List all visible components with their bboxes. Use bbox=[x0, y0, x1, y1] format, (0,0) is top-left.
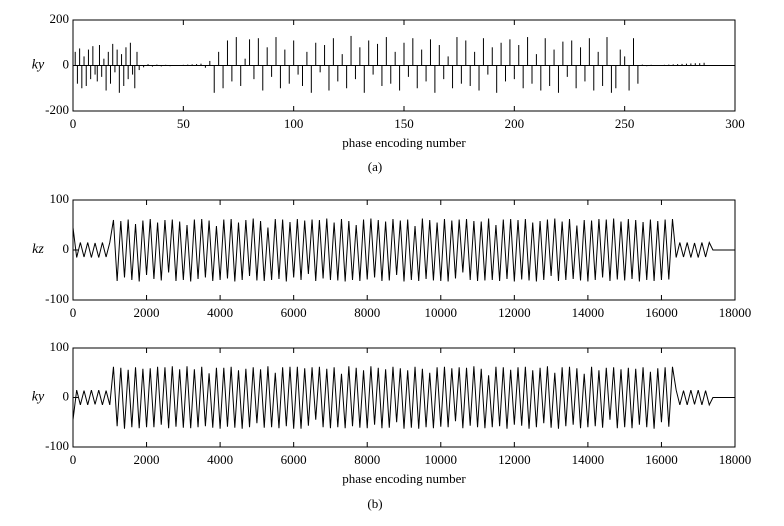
y-axis-label: ky bbox=[32, 58, 45, 73]
y-tick-label: -100 bbox=[45, 291, 69, 306]
y-tick-label: 0 bbox=[63, 241, 70, 256]
x-tick-label: 10000 bbox=[425, 452, 458, 467]
x-tick-label: 10000 bbox=[425, 305, 458, 320]
x-tick-label: 2000 bbox=[134, 452, 160, 467]
x-tick-label: 200 bbox=[505, 116, 525, 131]
y-tick-label: -200 bbox=[45, 102, 69, 117]
x-tick-label: 150 bbox=[394, 116, 414, 131]
data-line bbox=[72, 218, 735, 282]
y-tick-label: 200 bbox=[50, 11, 70, 26]
caption: (a) bbox=[368, 159, 382, 174]
y-tick-label: 100 bbox=[50, 191, 70, 206]
y-tick-label: 0 bbox=[63, 388, 70, 403]
y-tick-label: 100 bbox=[50, 339, 70, 354]
x-tick-label: 18000 bbox=[719, 305, 752, 320]
y-axis-label: ky bbox=[32, 390, 45, 405]
y-tick-label: -100 bbox=[45, 438, 69, 453]
x-tick-label: 0 bbox=[70, 452, 77, 467]
x-tick-label: 12000 bbox=[498, 452, 531, 467]
x-tick-label: 100 bbox=[284, 116, 304, 131]
x-tick-label: 0 bbox=[70, 116, 77, 131]
x-tick-label: 16000 bbox=[645, 305, 678, 320]
x-tick-label: 6000 bbox=[281, 305, 307, 320]
x-tick-label: 12000 bbox=[498, 305, 531, 320]
caption: (b) bbox=[367, 496, 382, 511]
x-tick-label: 6000 bbox=[281, 452, 307, 467]
data-line bbox=[72, 366, 735, 429]
x-tick-label: 300 bbox=[725, 116, 745, 131]
x-tick-label: 2000 bbox=[134, 305, 160, 320]
x-tick-label: 18000 bbox=[719, 452, 752, 467]
x-tick-label: 0 bbox=[70, 305, 77, 320]
x-tick-label: 50 bbox=[177, 116, 190, 131]
x-tick-label: 8000 bbox=[354, 452, 380, 467]
x-tick-label: 14000 bbox=[572, 452, 605, 467]
x-tick-label: 8000 bbox=[354, 305, 380, 320]
x-axis-label: phase encoding number bbox=[342, 135, 466, 150]
y-tick-label: 0 bbox=[63, 56, 70, 71]
x-tick-label: 14000 bbox=[572, 305, 605, 320]
x-tick-label: 4000 bbox=[207, 452, 233, 467]
y-axis-label: kz bbox=[32, 242, 44, 257]
x-axis-label: phase encoding number bbox=[342, 471, 466, 486]
x-tick-label: 250 bbox=[615, 116, 635, 131]
x-tick-label: 16000 bbox=[645, 452, 678, 467]
x-tick-label: 4000 bbox=[207, 305, 233, 320]
